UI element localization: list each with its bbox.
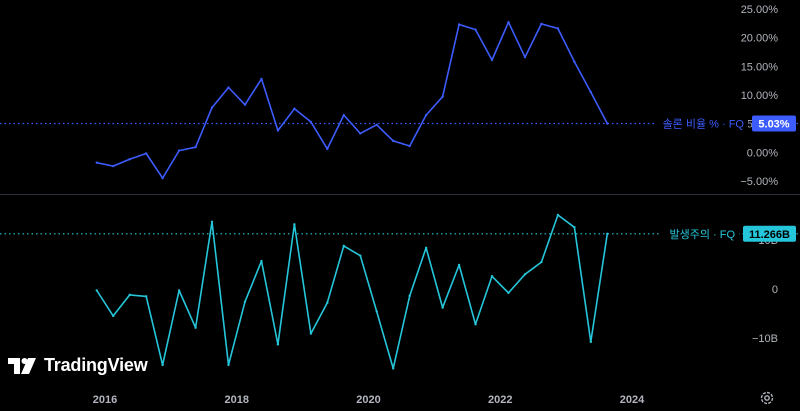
tradingview-logo-icon — [8, 357, 36, 374]
solon-data-point — [392, 139, 395, 143]
solon-data-point — [210, 106, 214, 109]
accruals-data-point — [194, 326, 197, 329]
accruals-data-point — [309, 332, 313, 335]
solon-ratio-pane: −5.00%0.00%5.00%10.00%15.00%20.00%25.00%… — [0, 4, 800, 188]
accruals-tag-bg — [659, 225, 739, 242]
accruals-data-point — [408, 294, 411, 298]
accruals-data-point — [457, 263, 461, 267]
accruals-ytick-label: 0 — [772, 284, 778, 296]
solon-data-point — [408, 144, 411, 148]
solon-series-line[interactable] — [96, 21, 609, 179]
solon-data-point — [293, 107, 296, 110]
x-axis: 2016 2018 2020 2022 2024 — [93, 394, 645, 406]
accruals-data-point — [128, 293, 131, 297]
accruals-data-point — [392, 367, 395, 370]
accruals-data-point — [424, 246, 428, 250]
accruals-last-value: 11.266B — [749, 229, 790, 241]
accruals-data-point — [177, 289, 181, 292]
x-tick-label: 2022 — [488, 394, 512, 406]
solon-value-badge — [752, 115, 796, 132]
solon-data-point — [227, 86, 230, 89]
solon-data-point — [276, 129, 280, 132]
solon-series-tag: 솔론 비율 % · FQ 5.03% — [656, 115, 796, 132]
solon-data-point — [490, 58, 494, 62]
solon-data-point — [474, 28, 477, 31]
accruals-data-point — [375, 310, 378, 313]
logo-text: TradingView — [44, 355, 148, 375]
solon-data-point — [128, 158, 131, 161]
solon-ytick-label: 0.00% — [747, 147, 778, 159]
accruals-series-line[interactable] — [96, 214, 609, 370]
gear-icon[interactable] — [759, 390, 775, 406]
solon-data-point — [112, 164, 115, 168]
solon-data-point — [375, 123, 378, 127]
solon-data-point — [606, 122, 609, 125]
accruals-ytick-label: −10B — [752, 333, 778, 345]
solon-data-point — [194, 145, 197, 149]
solon-data-point — [95, 161, 98, 164]
solon-last-value: 5.03% — [758, 118, 789, 130]
accruals-data-point — [573, 226, 576, 229]
solon-data-point — [573, 60, 576, 63]
accruals-data-point — [260, 259, 263, 263]
accruals-value-badge — [743, 225, 796, 242]
accruals-series-tag: 발생주의 · FQ 11.266B — [659, 225, 796, 242]
accruals-data-point — [161, 363, 164, 367]
solon-data-point — [161, 176, 164, 180]
accruals-data-point — [490, 275, 494, 278]
accruals-data-point — [359, 254, 362, 257]
solon-data-point — [424, 113, 428, 117]
accruals-data-point — [507, 291, 510, 295]
solon-ytick-label: 20.00% — [741, 33, 779, 45]
accruals-data-point — [112, 314, 115, 318]
solon-ytick-label: 15.00% — [741, 61, 779, 73]
solon-data-point — [556, 27, 560, 30]
x-tick-label: 2018 — [225, 394, 249, 406]
solon-data-point — [243, 103, 247, 106]
solon-data-point — [326, 147, 329, 151]
solon-data-point — [260, 77, 263, 81]
solon-data-point — [177, 149, 181, 152]
solon-data-point — [144, 152, 148, 155]
solon-data-point — [309, 120, 313, 124]
solon-data-point — [589, 90, 593, 94]
accruals-data-point — [523, 273, 527, 276]
accruals-data-point — [606, 232, 609, 235]
tradingview-logo[interactable]: TradingView — [8, 355, 148, 376]
solon-data-point — [342, 113, 345, 117]
accruals-data-point — [441, 306, 444, 309]
solon-data-point — [457, 23, 461, 26]
accruals-data-point — [227, 363, 230, 367]
solon-ytick-label: 25.00% — [741, 4, 779, 16]
accruals-data-point — [210, 220, 214, 224]
solon-ytick-label: −5.00% — [740, 176, 778, 188]
x-tick-label: 2016 — [93, 394, 117, 406]
solon-data-point — [523, 55, 527, 59]
solon-tag-bg — [656, 115, 748, 132]
accruals-data-point — [342, 244, 345, 248]
accruals-data-point — [95, 289, 98, 292]
x-tick-label: 2020 — [356, 394, 380, 406]
accruals-data-point — [589, 340, 593, 344]
accruals-data-point — [144, 295, 148, 298]
solon-data-point — [441, 95, 444, 98]
solon-series-name: 솔론 비율 % · FQ — [663, 117, 745, 130]
accruals-data-point — [326, 301, 329, 304]
accruals-data-point — [556, 213, 560, 217]
solon-ytick-label: 10.00% — [741, 90, 779, 102]
accruals-data-point — [276, 343, 280, 346]
solon-data-point — [540, 22, 543, 26]
accruals-data-point — [540, 260, 543, 264]
accruals-data-point — [293, 223, 296, 226]
solon-data-point — [507, 20, 510, 24]
x-tick-label: 2024 — [620, 394, 645, 406]
accruals-data-point — [243, 300, 247, 303]
solon-data-point — [359, 132, 362, 135]
accruals-data-point — [474, 323, 477, 326]
accruals-series-name: 발생주의 · FQ — [669, 228, 735, 241]
